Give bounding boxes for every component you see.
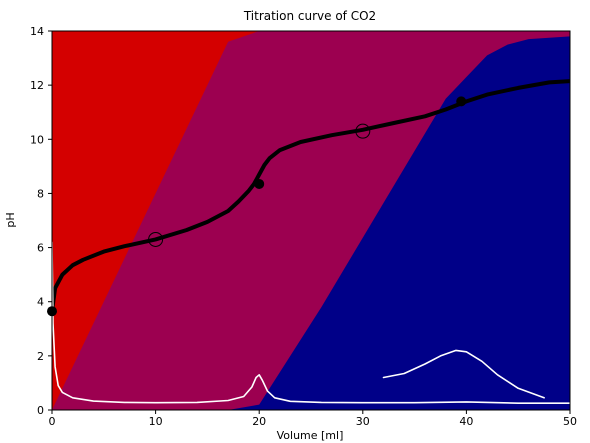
filled-marker-3 (456, 96, 467, 107)
x-tick-label: 50 (563, 415, 577, 428)
plot-content (52, 31, 570, 410)
y-tick-label: 14 (30, 25, 44, 38)
y-tick-label: 12 (30, 79, 44, 92)
y-tick-label: 8 (37, 187, 44, 200)
y-tick-label: 10 (30, 133, 44, 146)
y-axis-label: pH (4, 212, 17, 227)
open-marker-2 (355, 123, 371, 139)
y-tick-label: 6 (37, 242, 44, 255)
axes: 0 10 20 30 40 50 0 2 4 6 8 10 12 14 (30, 25, 577, 428)
y-tick-label: 4 (37, 296, 44, 309)
plot-frame (51, 30, 571, 411)
x-tick-label: 10 (149, 415, 163, 428)
filled-marker-2 (254, 178, 265, 189)
series-line-1 (52, 79, 570, 314)
series-line-2 (52, 241, 570, 405)
x-tick-label: 30 (356, 415, 370, 428)
chart-title: Titration curve of CO2 (243, 9, 376, 23)
x-tick-label: 40 (459, 415, 473, 428)
x-tick-label: 20 (252, 415, 266, 428)
series-line-3 (382, 349, 545, 399)
species-3-region (228, 36, 570, 410)
plot-area (47, 31, 570, 410)
y-tick-label: 2 (37, 350, 44, 363)
x-tick-label: 0 (49, 415, 56, 428)
x-axis-label: Volume [ml] (277, 429, 344, 442)
y-tick-label: 0 (37, 404, 44, 417)
open-marker-1 (148, 231, 164, 247)
